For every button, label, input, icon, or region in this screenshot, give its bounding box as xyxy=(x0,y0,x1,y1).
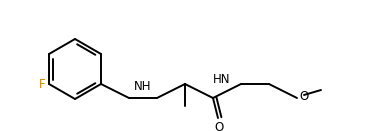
Text: HN: HN xyxy=(213,73,231,86)
Text: F: F xyxy=(38,78,45,91)
Text: NH: NH xyxy=(134,80,152,93)
Text: O: O xyxy=(299,89,308,102)
Text: O: O xyxy=(214,121,224,131)
